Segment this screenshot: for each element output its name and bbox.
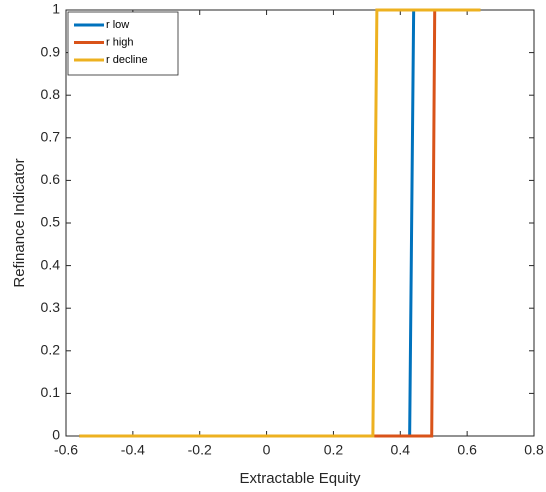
y-tick-label: 0.3 <box>41 299 61 315</box>
y-axis-label: Refinance Indicator <box>11 158 28 287</box>
plot-area <box>65 9 535 437</box>
x-tick-label: 0.4 <box>391 442 411 458</box>
x-tick-label: -0.2 <box>188 442 212 458</box>
legend-label: r low <box>106 19 129 31</box>
y-tick-label: 0.4 <box>41 256 61 272</box>
x-tick-label: 0.8 <box>524 442 544 458</box>
y-tick-label: 0.9 <box>41 43 61 59</box>
x-tick-label: 0.2 <box>324 442 344 458</box>
y-tick-label: 0.7 <box>41 129 61 145</box>
y-tick-label: 0.2 <box>41 342 61 358</box>
x-tick-label: 0.6 <box>457 442 477 458</box>
y-tick-label: 0.8 <box>41 86 61 102</box>
x-axis-label: Extractable Equity <box>240 470 361 487</box>
x-tick-label: -0.4 <box>121 442 145 458</box>
legend-label: r high <box>106 36 134 48</box>
y-tick-label: 0.5 <box>41 214 61 230</box>
data-line <box>79 8 481 438</box>
x-tick-label: -0.6 <box>54 442 78 458</box>
x-tick-label: 0 <box>263 442 271 458</box>
y-tick-label: 1 <box>52 1 60 17</box>
legend-label: r decline <box>106 54 148 66</box>
y-tick-label: 0.6 <box>41 171 61 187</box>
y-tick-label: 0 <box>52 427 60 443</box>
y-tick-label: 0.1 <box>41 384 61 400</box>
